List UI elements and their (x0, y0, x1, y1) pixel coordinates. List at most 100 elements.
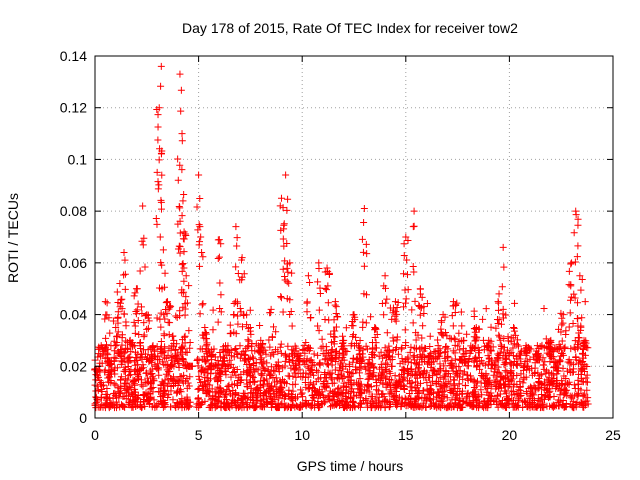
data-point (388, 390, 396, 398)
data-point (414, 365, 422, 373)
data-point (479, 315, 487, 323)
data-point (138, 237, 146, 245)
data-point (180, 235, 188, 243)
data-point (335, 375, 343, 383)
data-point (423, 379, 431, 387)
data-point (520, 398, 528, 406)
data-point (383, 361, 391, 369)
data-point (439, 401, 447, 409)
data-point (494, 350, 502, 358)
data-point (462, 349, 470, 357)
data-point (143, 369, 151, 377)
data-point (148, 369, 156, 377)
data-point (328, 375, 336, 383)
data-point (174, 387, 182, 395)
data-point (568, 403, 576, 411)
data-point (217, 388, 225, 396)
data-point (118, 331, 126, 339)
data-point (556, 397, 564, 405)
data-point (265, 392, 273, 400)
data-point (180, 277, 188, 285)
data-point (572, 356, 580, 364)
data-point (234, 270, 242, 278)
data-point (383, 347, 391, 355)
data-point (363, 250, 371, 258)
data-point (371, 334, 379, 342)
data-point (332, 303, 340, 311)
data-point (118, 341, 126, 349)
data-point (508, 391, 516, 399)
data-point (548, 354, 556, 362)
data-point (330, 393, 338, 401)
data-point (147, 355, 155, 363)
data-point (515, 351, 523, 359)
data-point (260, 401, 268, 409)
data-point (420, 347, 428, 355)
data-point (434, 336, 442, 344)
data-point (412, 336, 420, 344)
data-point (446, 373, 454, 381)
data-point (522, 342, 530, 350)
data-point (124, 391, 132, 399)
data-point (124, 354, 132, 362)
data-point (198, 248, 206, 256)
data-point (321, 316, 329, 324)
data-point (270, 350, 278, 358)
data-point (280, 225, 288, 233)
data-point (403, 256, 411, 264)
data-point (523, 357, 531, 365)
data-point (385, 342, 393, 350)
data-point (451, 396, 459, 404)
data-point (451, 309, 459, 317)
data-point (411, 370, 419, 378)
data-point (397, 402, 405, 410)
data-point (157, 399, 165, 407)
data-point (377, 374, 385, 382)
data-point (120, 271, 128, 279)
data-point (209, 326, 217, 334)
data-point (114, 328, 122, 336)
data-point (482, 305, 490, 313)
data-point (243, 376, 251, 384)
data-point (283, 295, 291, 303)
data-point (477, 379, 485, 387)
data-point (246, 324, 254, 331)
data-point (383, 329, 391, 337)
data-point (151, 361, 159, 369)
data-point (517, 391, 525, 399)
data-point (549, 346, 557, 354)
data-point (393, 344, 401, 352)
data-point (399, 366, 407, 374)
y-tick-label: 0 (79, 410, 87, 426)
data-point (545, 385, 553, 393)
data-point (177, 86, 185, 94)
data-point (92, 393, 100, 401)
data-point (131, 358, 139, 366)
data-point (154, 111, 162, 119)
data-point (258, 354, 266, 362)
data-point (451, 384, 459, 392)
data-point (389, 337, 397, 345)
data-point (291, 360, 299, 368)
data-point (141, 402, 149, 410)
data-point (556, 391, 564, 399)
data-point (264, 399, 272, 407)
data-point (500, 263, 508, 271)
data-point (272, 383, 280, 391)
data-point (141, 263, 149, 271)
data-point (326, 369, 334, 377)
data-point (331, 400, 339, 408)
data-point (122, 344, 130, 352)
data-point (149, 373, 157, 381)
data-point (166, 302, 174, 310)
data-point (560, 344, 568, 352)
data-point (559, 319, 567, 327)
data-point (280, 390, 288, 398)
data-point (268, 403, 276, 411)
data-point (104, 374, 112, 382)
data-point (364, 359, 372, 367)
data-point (496, 336, 504, 344)
data-point (324, 361, 332, 369)
y-tick-label: 0.04 (60, 307, 87, 323)
data-point (106, 329, 114, 337)
